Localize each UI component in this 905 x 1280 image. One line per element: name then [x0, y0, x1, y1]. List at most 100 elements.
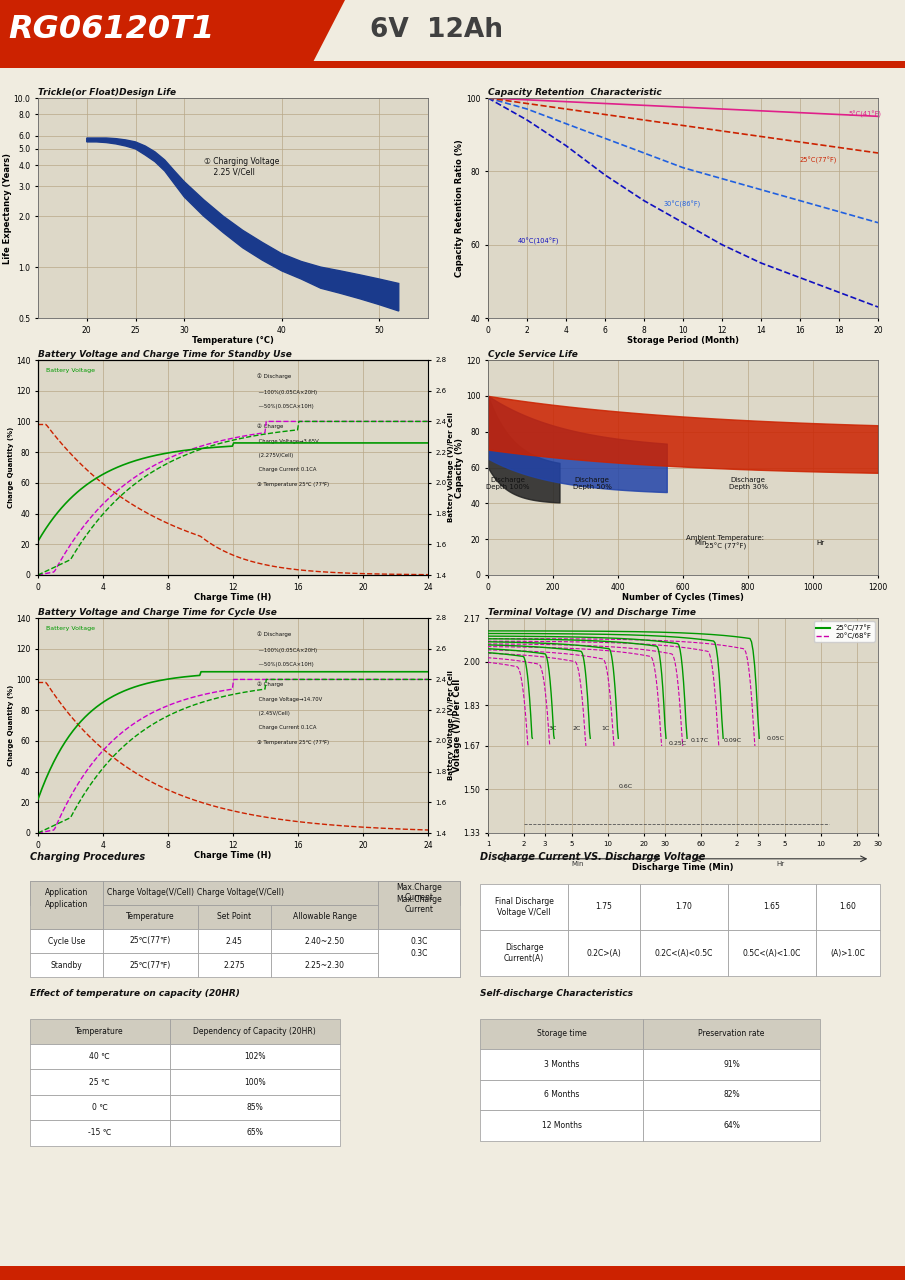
Text: 82%: 82%	[723, 1091, 740, 1100]
Text: Battery Voltage and Charge Time for Cycle Use: Battery Voltage and Charge Time for Cycl…	[38, 608, 277, 617]
FancyBboxPatch shape	[197, 954, 271, 978]
Text: Application: Application	[45, 888, 88, 897]
Text: —50%(0.05CA×10H): —50%(0.05CA×10H)	[257, 662, 314, 667]
Text: 2.45: 2.45	[226, 937, 243, 946]
Text: —100%(0.05CA×20H): —100%(0.05CA×20H)	[257, 390, 318, 394]
FancyBboxPatch shape	[643, 1019, 820, 1050]
FancyBboxPatch shape	[197, 929, 271, 954]
FancyBboxPatch shape	[378, 954, 460, 978]
FancyBboxPatch shape	[568, 883, 640, 931]
Text: ① Discharge: ① Discharge	[257, 374, 291, 379]
Text: Charge Voltage→3.65V: Charge Voltage→3.65V	[257, 439, 319, 444]
Text: Min: Min	[695, 540, 708, 547]
Text: ③ Temperature 25℃ (77℉): ③ Temperature 25℃ (77℉)	[257, 483, 329, 486]
Text: Effect of temperature on capacity (20HR): Effect of temperature on capacity (20HR)	[30, 989, 240, 998]
Text: Set Point: Set Point	[217, 913, 252, 922]
Text: 0.05C: 0.05C	[767, 736, 785, 741]
Text: Hr: Hr	[776, 861, 785, 867]
Text: Terminal Voltage (V) and Discharge Time: Terminal Voltage (V) and Discharge Time	[488, 608, 696, 617]
Text: 1.70: 1.70	[675, 902, 692, 911]
Text: ① Charging Voltage
    2.25 V/Cell: ① Charging Voltage 2.25 V/Cell	[204, 156, 279, 177]
Y-axis label: Charge Quantity (%): Charge Quantity (%)	[8, 685, 14, 767]
Text: Trickle(or Float)Design Life: Trickle(or Float)Design Life	[38, 88, 176, 97]
Text: Preservation rate: Preservation rate	[699, 1029, 765, 1038]
Text: 3 Months: 3 Months	[544, 1060, 579, 1069]
Text: 1.60: 1.60	[840, 902, 856, 911]
Polygon shape	[0, 1266, 905, 1280]
Text: 1.75: 1.75	[595, 902, 613, 911]
Y-axis label: Life Expectancy (Years): Life Expectancy (Years)	[3, 152, 12, 264]
Text: Discharge Current VS. Discharge Voltage: Discharge Current VS. Discharge Voltage	[480, 851, 705, 861]
FancyBboxPatch shape	[30, 1019, 169, 1044]
Text: 64%: 64%	[723, 1121, 740, 1130]
Text: Max.Charge
Current: Max.Charge Current	[396, 895, 442, 914]
FancyBboxPatch shape	[480, 1019, 643, 1050]
X-axis label: Discharge Time (Min): Discharge Time (Min)	[633, 863, 734, 872]
Text: ③ Temperature 25℃ (77℉): ③ Temperature 25℃ (77℉)	[257, 740, 329, 745]
Text: 0.3C: 0.3C	[411, 948, 428, 957]
Text: Hr: Hr	[817, 540, 824, 547]
Text: Charge Voltage→14.70V: Charge Voltage→14.70V	[257, 696, 322, 701]
Text: —100%(0.05CA×20H): —100%(0.05CA×20H)	[257, 648, 318, 653]
FancyBboxPatch shape	[103, 905, 197, 929]
Text: RG06120T1: RG06120T1	[8, 14, 214, 46]
Text: ① Discharge: ① Discharge	[257, 632, 291, 637]
FancyBboxPatch shape	[103, 881, 197, 905]
FancyBboxPatch shape	[480, 1110, 643, 1140]
Text: 65%: 65%	[246, 1129, 263, 1138]
Text: Standby: Standby	[51, 961, 82, 970]
Text: Discharge
Depth 100%: Discharge Depth 100%	[486, 477, 529, 490]
Text: Cycle Service Life: Cycle Service Life	[488, 351, 578, 360]
Text: Battery Voltage and Charge Time for Standby Use: Battery Voltage and Charge Time for Stan…	[38, 351, 292, 360]
Text: 2.40~2.50: 2.40~2.50	[304, 937, 345, 946]
FancyBboxPatch shape	[643, 1110, 820, 1140]
FancyBboxPatch shape	[197, 905, 271, 929]
Text: Dependency of Capacity (20HR): Dependency of Capacity (20HR)	[194, 1027, 316, 1036]
Polygon shape	[0, 0, 345, 68]
FancyBboxPatch shape	[271, 905, 378, 929]
FancyBboxPatch shape	[103, 954, 197, 978]
FancyBboxPatch shape	[643, 1079, 820, 1110]
FancyBboxPatch shape	[378, 929, 460, 978]
Text: 0.2C<(A)<0.5C: 0.2C<(A)<0.5C	[655, 948, 713, 957]
FancyBboxPatch shape	[378, 881, 460, 929]
FancyBboxPatch shape	[169, 1044, 340, 1070]
X-axis label: Charge Time (H): Charge Time (H)	[195, 593, 272, 602]
Text: Battery Voltage: Battery Voltage	[46, 626, 95, 631]
Text: Temperature: Temperature	[75, 1027, 124, 1036]
FancyBboxPatch shape	[169, 1120, 340, 1146]
Text: 25 ℃: 25 ℃	[90, 1078, 110, 1087]
Text: Charge Voltage(V/Cell): Charge Voltage(V/Cell)	[107, 888, 194, 897]
Text: Discharge
Current(A): Discharge Current(A)	[504, 943, 544, 963]
Text: 2C: 2C	[573, 726, 581, 731]
FancyBboxPatch shape	[480, 883, 568, 931]
FancyBboxPatch shape	[30, 929, 103, 954]
Text: 2.275: 2.275	[224, 961, 245, 970]
Text: 0 ℃: 0 ℃	[91, 1103, 108, 1112]
FancyBboxPatch shape	[640, 931, 728, 977]
FancyBboxPatch shape	[169, 1019, 340, 1044]
Legend: 25°C/77°F, 20°C/68°F: 25°C/77°F, 20°C/68°F	[814, 622, 874, 641]
Text: 30°C(86°F): 30°C(86°F)	[663, 201, 700, 207]
Text: 25°C(77°F): 25°C(77°F)	[800, 156, 837, 164]
Text: Discharge
Depth 30%: Discharge Depth 30%	[729, 477, 767, 490]
Text: Charging Procedures: Charging Procedures	[30, 851, 145, 861]
FancyBboxPatch shape	[643, 1050, 820, 1079]
FancyBboxPatch shape	[378, 881, 460, 905]
Text: 5°C(41°F): 5°C(41°F)	[849, 111, 881, 118]
FancyBboxPatch shape	[271, 954, 378, 978]
Y-axis label: Voltage (V)/Per Cell: Voltage (V)/Per Cell	[453, 678, 462, 772]
Text: Capacity Retention  Characteristic: Capacity Retention Characteristic	[488, 88, 662, 97]
Text: 40 ℃: 40 ℃	[90, 1052, 110, 1061]
Text: 0.17C: 0.17C	[691, 739, 709, 744]
FancyBboxPatch shape	[816, 883, 880, 931]
FancyBboxPatch shape	[103, 929, 197, 954]
Text: 3C: 3C	[549, 726, 557, 731]
Text: Battery Voltage: Battery Voltage	[46, 369, 95, 374]
FancyBboxPatch shape	[728, 883, 816, 931]
Text: ② Charge: ② Charge	[257, 681, 284, 686]
FancyBboxPatch shape	[271, 929, 378, 954]
Text: Charge Current 0.1CA: Charge Current 0.1CA	[257, 724, 317, 730]
X-axis label: Temperature (°C): Temperature (°C)	[192, 337, 274, 346]
Text: 25℃(77℉): 25℃(77℉)	[129, 961, 171, 970]
